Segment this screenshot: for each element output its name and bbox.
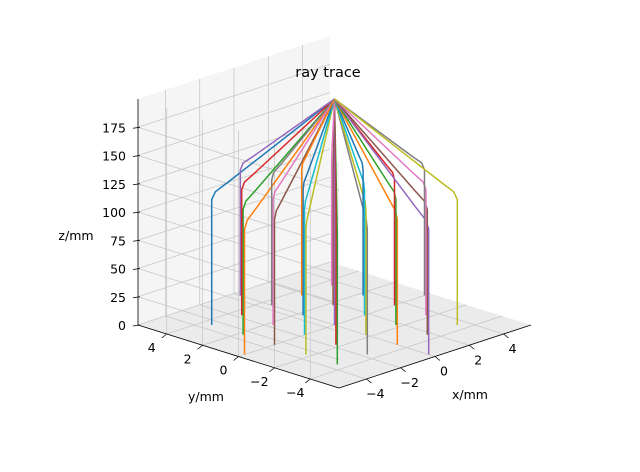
x-tick-mark (434, 356, 441, 361)
ray-line (333, 98, 396, 306)
ray-line (334, 98, 426, 296)
x-tick-mark (469, 344, 475, 350)
ray-line (273, 98, 336, 345)
z-tick-label: 75 (110, 233, 126, 248)
x-tick-label: −2 (400, 375, 418, 390)
ray-line (333, 98, 427, 316)
ray-line (332, 98, 336, 306)
ray-line (333, 98, 364, 296)
z-tick-mark (132, 239, 141, 242)
y-tick-label: 4 (148, 340, 156, 355)
ray-line (303, 98, 336, 335)
ray-line (333, 98, 337, 345)
z-tick-mark (132, 268, 141, 270)
x-tick-label: −4 (366, 386, 384, 401)
ray-line (272, 98, 336, 325)
y-tick-label: −2 (250, 374, 268, 389)
ray-line (243, 98, 336, 355)
y-tick-mark (305, 378, 311, 384)
ray-line (242, 98, 336, 335)
ray-line (305, 98, 336, 355)
z-tick-mark (132, 324, 141, 327)
z-tick-label: 0 (118, 318, 126, 333)
ray-line (210, 98, 335, 325)
z-tick-mark (132, 183, 141, 186)
z-axis-label: z/mm (58, 228, 93, 243)
ray-line (300, 98, 336, 296)
y-tick-mark (233, 356, 239, 361)
chart-title: ray trace (295, 65, 361, 81)
ray-line (302, 98, 336, 316)
x-tick-label: 4 (509, 341, 517, 356)
z-tick-mark (132, 296, 141, 299)
z-tick-label: 50 (110, 262, 126, 277)
z-tick-label: 175 (102, 120, 126, 135)
z-tick-mark (132, 155, 141, 157)
y-tick-label: 2 (184, 351, 192, 366)
x-tick-mark (503, 333, 509, 339)
x-tick-mark (366, 378, 372, 384)
x-tick-label: 2 (474, 352, 482, 367)
y-tick-mark (269, 367, 275, 373)
y-tick-label: 0 (220, 363, 228, 378)
x-axis-label: x/mm (452, 387, 488, 402)
z-tick-label: 100 (102, 205, 126, 220)
y-tick-mark (197, 344, 203, 350)
y-tick-mark (161, 333, 167, 339)
z-tick-mark (132, 126, 141, 129)
z-tick-label: 150 (102, 149, 126, 164)
ray-line (240, 98, 336, 316)
axis-ticks: −4 −2 0 2 4 −4 −2 0 2 4 0 25 50 75 100 125 150 175 (102, 99, 532, 401)
x-tick-label: 0 (440, 364, 448, 379)
ray-line (239, 98, 335, 296)
x-tick-mark (400, 367, 406, 373)
z-tick-mark (132, 211, 141, 214)
z-tick-label: 125 (102, 177, 126, 192)
ray-line (270, 98, 336, 306)
ray-line (330, 98, 336, 286)
ray-line (334, 98, 459, 325)
ray-series (210, 98, 459, 365)
z-tick-label: 25 (110, 290, 126, 305)
y-axis-label: y/mm (188, 389, 224, 404)
y-tick-label: −4 (286, 385, 304, 400)
